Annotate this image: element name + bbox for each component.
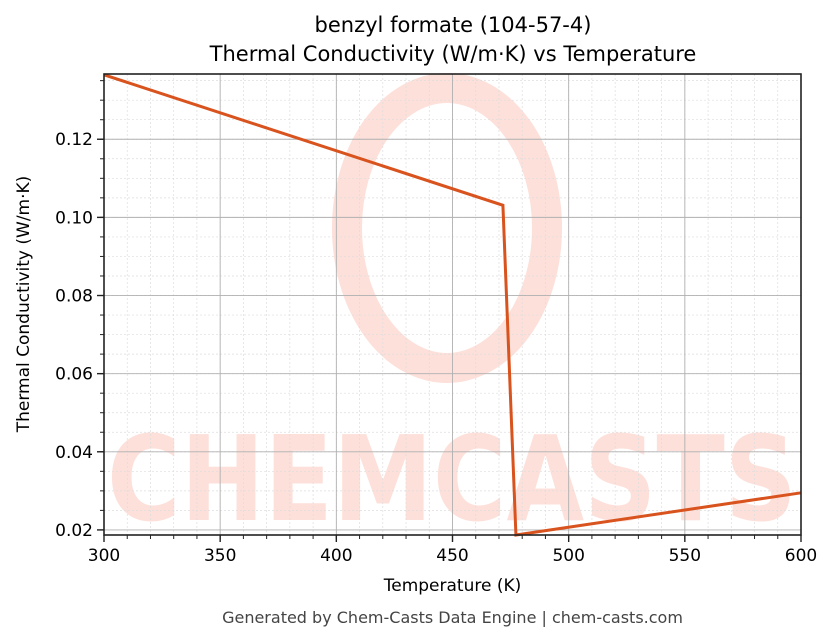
svg-text:350: 350 — [204, 546, 236, 566]
y-axis-label: Thermal Conductivity (W/m·K) — [14, 175, 34, 433]
svg-text:600: 600 — [785, 546, 817, 566]
svg-text:0.08: 0.08 — [55, 287, 93, 307]
major-grid — [103, 74, 802, 535]
footer-credit: Generated by Chem-Casts Data Engine | ch… — [222, 608, 683, 627]
chart-title-line2: Thermal Conductivity (W/m·K) vs Temperat… — [209, 42, 697, 66]
watermark-logo: CHEMCASTS — [107, 73, 797, 548]
svg-text:450: 450 — [436, 546, 468, 566]
svg-text:0.06: 0.06 — [55, 365, 93, 385]
svg-text:300: 300 — [88, 546, 120, 566]
svg-text:0.10: 0.10 — [55, 208, 93, 228]
svg-text:0.12: 0.12 — [55, 130, 93, 150]
chart-title-line1: benzyl formate (104-57-4) — [314, 13, 592, 37]
svg-text:550: 550 — [669, 546, 701, 566]
svg-text:0.04: 0.04 — [55, 443, 93, 463]
svg-text:0.02: 0.02 — [55, 521, 93, 541]
axis-ticks — [97, 80, 802, 542]
axis-tick-labels: 300 350 400 450 500 550 600 0.02 0.04 0.06 0.08 0.1… — [55, 130, 817, 566]
svg-text:400: 400 — [320, 546, 352, 566]
x-axis-label: Temperature (K) — [383, 576, 522, 596]
svg-text:CHEMCASTS: CHEMCASTS — [107, 410, 797, 548]
data-series-line — [103, 73, 802, 537]
svg-text:500: 500 — [552, 546, 584, 566]
